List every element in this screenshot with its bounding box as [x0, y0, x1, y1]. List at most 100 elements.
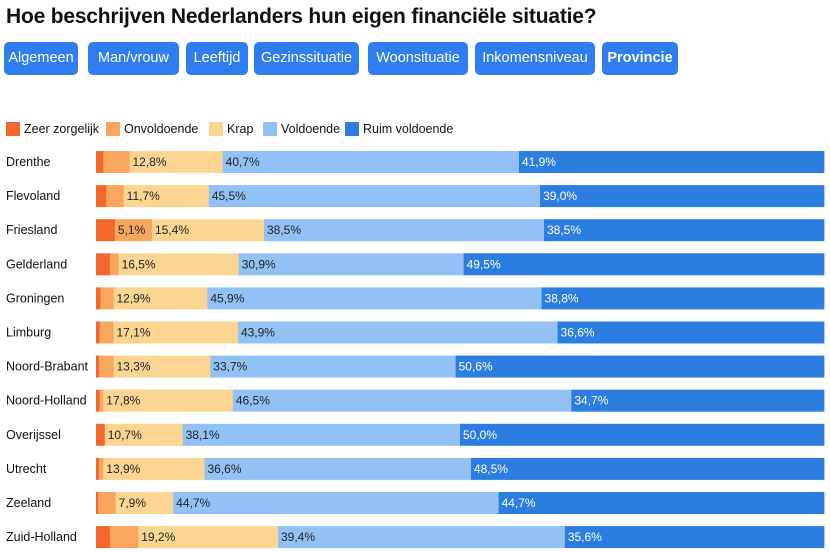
- data-label: 11,7%: [127, 189, 160, 203]
- data-label: 45,9%: [210, 291, 244, 305]
- bar-row: Noord-Holland 17,8% 46,5% 34,7%: [6, 389, 825, 412]
- bar-segment[interactable]: [113, 355, 211, 378]
- data-label: 5,1%: [118, 223, 146, 237]
- data-label: 44,7%: [502, 496, 536, 510]
- bar-segment[interactable]: [544, 219, 825, 242]
- tab-algemeen[interactable]: Algemeen: [4, 42, 78, 75]
- data-label: 16,5%: [122, 257, 156, 271]
- bar-segment[interactable]: [96, 457, 100, 480]
- data-label: 45,5%: [212, 189, 246, 203]
- tab-leeftijd[interactable]: Leeftijd: [186, 42, 248, 75]
- data-label: 48,5%: [474, 462, 508, 476]
- tab-provincie[interactable]: Provincie: [602, 42, 678, 75]
- bar-segment[interactable]: [138, 526, 279, 549]
- bar-segment[interactable]: [96, 492, 99, 514]
- bar-segment[interactable]: [222, 151, 520, 173]
- tab-inkomensniveau[interactable]: Inkomensniveau: [475, 42, 595, 75]
- bar-segment[interactable]: [463, 253, 825, 276]
- bar-segment[interactable]: [103, 389, 234, 412]
- bar-segment[interactable]: [100, 287, 114, 310]
- bar-row: Drenthe 12,8% 40,7% 41,9%: [6, 151, 825, 173]
- bar-segment[interactable]: [96, 423, 106, 446]
- bar-segment[interactable]: [541, 287, 825, 310]
- bar-segment[interactable]: [518, 151, 825, 173]
- bar-segment[interactable]: [109, 526, 139, 549]
- bar-segment[interactable]: [99, 321, 114, 344]
- bar-segment[interactable]: [232, 389, 572, 412]
- bar-segment[interactable]: [571, 389, 825, 412]
- data-label: 38,1%: [186, 428, 220, 442]
- bar-row: Limburg 17,1% 43,9% 36,6%: [6, 321, 825, 344]
- legend-swatch: [209, 122, 223, 136]
- bar-segment[interactable]: [103, 151, 130, 173]
- bar-segment[interactable]: [540, 185, 825, 208]
- legend-label: Onvoldoende: [124, 122, 199, 136]
- bar-segment[interactable]: [96, 185, 107, 208]
- bar-segment[interactable]: [96, 219, 116, 242]
- bar-row: Zeeland 7,9% 44,7% 44,7%: [6, 492, 825, 514]
- bar-segment[interactable]: [204, 457, 472, 480]
- bar-segment[interactable]: [115, 492, 174, 514]
- bar-segment[interactable]: [123, 185, 210, 208]
- data-label: 36,6%: [207, 462, 241, 476]
- bar-segment[interactable]: [237, 321, 558, 344]
- bar-segment[interactable]: [470, 457, 825, 480]
- data-label: 43,9%: [241, 326, 275, 340]
- bar-segment[interactable]: [96, 389, 101, 412]
- data-label: 7,9%: [119, 496, 147, 510]
- bar-segment[interactable]: [173, 492, 499, 514]
- bar-segment[interactable]: [118, 253, 240, 276]
- tab-woonsituatie[interactable]: Woonsituatie: [368, 42, 468, 75]
- bar-segment[interactable]: [264, 219, 545, 242]
- data-label: 41,9%: [522, 155, 556, 169]
- legend-swatch: [6, 122, 20, 136]
- category-label: Noord-Holland: [6, 394, 87, 408]
- data-label: 13,9%: [106, 462, 140, 476]
- tab-man-vrouw[interactable]: Man/vrouw: [88, 42, 179, 75]
- category-label: Friesland: [6, 223, 57, 237]
- bar-segment[interactable]: [98, 492, 117, 514]
- bar-row: Flevoland 11,7% 45,5% 39,0%: [6, 185, 825, 208]
- data-label: 38,5%: [267, 223, 301, 237]
- bar-segment[interactable]: [104, 423, 184, 446]
- bar-segment[interactable]: [96, 355, 100, 378]
- bar-segment[interactable]: [96, 526, 111, 549]
- bar-segment[interactable]: [460, 423, 825, 446]
- bar-segment[interactable]: [278, 526, 566, 549]
- bar-segment[interactable]: [114, 219, 153, 242]
- category-label: Limburg: [6, 326, 51, 340]
- bar-segment[interactable]: [182, 423, 461, 446]
- bar-segment[interactable]: [109, 253, 119, 276]
- bar-segment[interactable]: [98, 355, 114, 378]
- data-label: 38,5%: [547, 223, 581, 237]
- bar-segment[interactable]: [96, 253, 111, 276]
- bar-segment[interactable]: [98, 457, 104, 480]
- bar-segment[interactable]: [113, 321, 239, 344]
- tab-gezinssituatie[interactable]: Gezinssituatie: [254, 42, 359, 75]
- legend-label: Zeer zorgelijk: [24, 122, 100, 136]
- data-label: 38,8%: [545, 291, 579, 305]
- bar-segment[interactable]: [99, 389, 104, 412]
- bar-segment[interactable]: [129, 151, 224, 173]
- legend-swatch: [345, 122, 359, 136]
- data-label: 50,0%: [463, 428, 497, 442]
- legend-swatch: [263, 122, 277, 136]
- bar-segment[interactable]: [152, 219, 265, 242]
- bar-segment[interactable]: [210, 355, 457, 378]
- data-label: 39,0%: [543, 189, 577, 203]
- bar-segment[interactable]: [103, 457, 205, 480]
- bar-segment[interactable]: [557, 321, 825, 344]
- bar-segment[interactable]: [455, 355, 825, 378]
- bar-segment[interactable]: [238, 253, 465, 276]
- bar-segment[interactable]: [113, 287, 208, 310]
- bar-segment[interactable]: [207, 287, 542, 310]
- bar-segment[interactable]: [106, 185, 125, 208]
- bar-segment[interactable]: [498, 492, 825, 514]
- bar-segment[interactable]: [96, 151, 104, 173]
- bar-segment[interactable]: [208, 185, 541, 208]
- bar-segment[interactable]: [564, 526, 825, 549]
- bar-segment[interactable]: [96, 287, 101, 310]
- data-label: 19,2%: [141, 530, 175, 544]
- bar-segment[interactable]: [96, 321, 101, 344]
